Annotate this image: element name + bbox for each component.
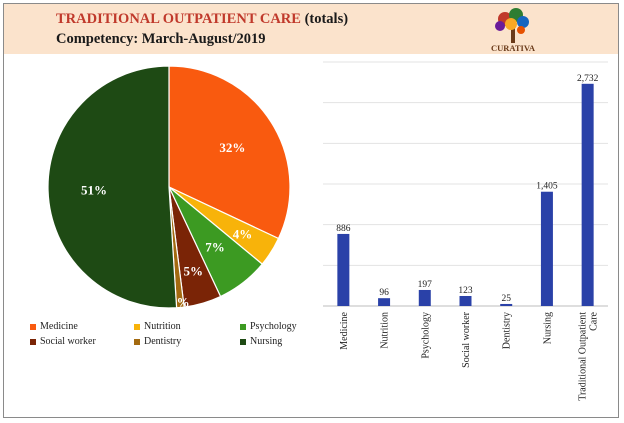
category-label-line: Nutrition — [380, 312, 391, 349]
legend-label-nursing: Nursing — [250, 336, 283, 347]
bar-social-worker — [459, 295, 472, 306]
legend-swatch-medicine — [30, 323, 36, 330]
category-label-line: Medicine — [339, 311, 350, 349]
pie-chart: 32%4%7%5%1%51% — [47, 65, 291, 309]
chart-title-suffix: (totals) — [300, 11, 349, 27]
category-label-psychology: Psychology — [420, 312, 431, 359]
category-label-social-worker: Social worker — [461, 311, 472, 367]
bar-value-dentistry: 25 — [501, 294, 511, 304]
pie-label-medicine: 32% — [219, 140, 245, 155]
category-label-line: Care — [589, 311, 600, 330]
bar-chart: 886 Medicine 96 Nutrition 197 Psychology 123 So… — [323, 61, 608, 401]
legend-label-medicine: Medicine — [40, 321, 78, 332]
category-label-line: Nursing — [542, 312, 553, 344]
pie-label-social-worker: 5% — [184, 264, 204, 279]
legend-label-social-worker: Social worker — [40, 336, 96, 347]
legend-swatch-nutrition — [134, 323, 140, 330]
bar-value-nursing: 1,405 — [536, 182, 558, 192]
pie-slice-medicine — [168, 65, 291, 240]
legend-item-psychology: Psychology — [240, 321, 297, 332]
pie-label-nutrition: 4% — [233, 227, 253, 242]
bar-value-nutrition: 96 — [379, 288, 389, 298]
bar-medicine — [337, 233, 350, 306]
legend-item-social-worker: Social worker — [30, 336, 96, 347]
legend-swatch-dentistry — [134, 338, 140, 345]
logo-wordmark: CURATIVA — [491, 43, 536, 53]
legend-item-nutrition: Nutrition — [134, 321, 181, 332]
chart-title: TRADITIONAL OUTPATIENT CARE (totals) — [56, 11, 348, 28]
bar-psychology — [418, 289, 431, 306]
pie-label-psychology: 7% — [205, 239, 225, 254]
legend-swatch-nursing — [240, 338, 246, 345]
category-label-nutrition: Nutrition — [380, 312, 391, 349]
bar-nursing — [540, 191, 553, 306]
legend-label-dentistry: Dentistry — [144, 336, 182, 347]
legend-swatch-social-worker — [30, 338, 36, 345]
legend-item-nursing: Nursing — [240, 336, 282, 347]
legend-label-nutrition: Nutrition — [144, 321, 181, 332]
pie-slice-nursing — [47, 65, 178, 309]
legend-swatch-psychology — [240, 323, 246, 330]
category-label-line: Social worker — [461, 311, 472, 367]
category-label-line: Traditional Outpatient — [578, 312, 589, 401]
category-label-medicine: Medicine — [339, 311, 350, 349]
bar-value-medicine: 886 — [336, 224, 351, 234]
bar-dentistry — [500, 303, 513, 306]
chart-title-main: TRADITIONAL OUTPATIENT CARE — [56, 11, 301, 27]
bar-value-psychology: 197 — [418, 280, 433, 290]
legend-item-dentistry: Dentistry — [134, 336, 181, 347]
curativa-logo: CURATIVA — [491, 8, 536, 53]
tree-logo-icon — [495, 8, 529, 43]
pie-label-nursing: 51% — [81, 182, 107, 197]
category-label-nursing: Nursing — [542, 312, 553, 344]
category-label-line: Dentistry — [502, 312, 513, 349]
legend-item-medicine: Medicine — [30, 321, 78, 332]
chart-subtitle: Competency: March-August/2019 — [56, 31, 266, 47]
category-label-dentistry: Dentistry — [502, 312, 513, 349]
category-label-line: Psychology — [420, 312, 431, 359]
bar-nutrition — [378, 298, 391, 306]
bar-value-traditional-outpatient-care: 2,732 — [577, 74, 599, 84]
legend-label-psychology: Psychology — [250, 321, 297, 332]
category-label-traditional-outpatient-care: Traditional Outpatient Care — [578, 311, 600, 400]
bar-value-social-worker: 123 — [458, 286, 473, 296]
bar-traditional-outpatient-care — [581, 83, 594, 306]
